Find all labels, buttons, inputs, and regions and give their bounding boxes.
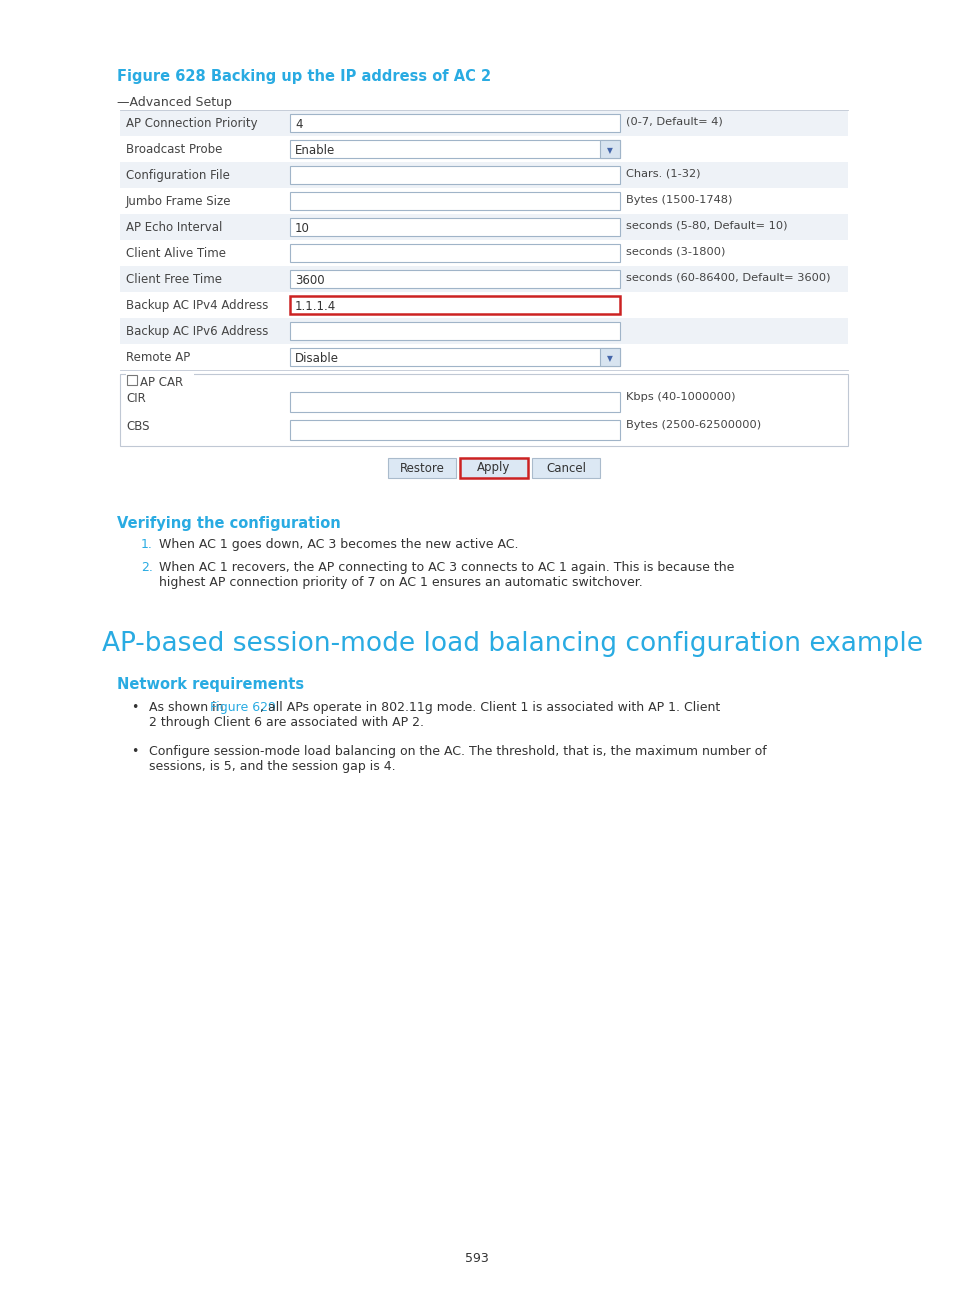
Text: 10: 10 — [294, 222, 310, 235]
Text: Configuration File: Configuration File — [126, 168, 230, 181]
Bar — [120, 240, 847, 266]
Text: Network requirements: Network requirements — [117, 677, 304, 692]
Text: Bytes (2500-62500000): Bytes (2500-62500000) — [625, 420, 760, 430]
Bar — [532, 457, 599, 478]
Bar — [120, 214, 847, 240]
Bar — [120, 136, 847, 162]
Text: Disable: Disable — [294, 353, 338, 365]
Bar — [120, 162, 847, 188]
Text: AP Connection Priority: AP Connection Priority — [126, 117, 257, 130]
Bar — [459, 457, 527, 478]
Text: 2.: 2. — [141, 561, 152, 574]
Text: CBS: CBS — [126, 420, 150, 433]
Text: AP CAR: AP CAR — [140, 376, 183, 389]
Bar — [290, 114, 619, 132]
Text: Configure session-mode load balancing on the AC. The threshold, that is, the max: Configure session-mode load balancing on… — [149, 745, 766, 758]
Text: highest AP connection priority of 7 on AC 1 ensures an automatic switchover.: highest AP connection priority of 7 on A… — [159, 575, 642, 588]
Bar — [599, 140, 619, 158]
Text: As shown in: As shown in — [149, 701, 227, 714]
Bar — [599, 349, 619, 365]
Bar — [290, 140, 619, 158]
Text: Remote AP: Remote AP — [126, 351, 190, 364]
Text: Cancel: Cancel — [545, 461, 585, 474]
Text: , all APs operate in 802.11g mode. Client 1 is associated with AP 1. Client: , all APs operate in 802.11g mode. Clien… — [260, 701, 720, 714]
Bar — [120, 375, 847, 446]
Text: •: • — [132, 701, 138, 714]
Bar — [120, 266, 847, 292]
Text: 1.1.1.4: 1.1.1.4 — [294, 299, 335, 314]
Bar — [290, 166, 619, 184]
Text: Figure 628 Backing up the IP address of AC 2: Figure 628 Backing up the IP address of … — [117, 69, 491, 84]
Text: Verifying the configuration: Verifying the configuration — [117, 516, 340, 531]
Text: Chars. (1-32): Chars. (1-32) — [625, 168, 700, 179]
Text: 2 through Client 6 are associated with AP 2.: 2 through Client 6 are associated with A… — [149, 715, 423, 728]
Text: —Advanced Setup: —Advanced Setup — [117, 96, 232, 109]
Text: Broadcast Probe: Broadcast Probe — [126, 143, 222, 156]
Bar — [120, 110, 847, 136]
Text: CIR: CIR — [126, 391, 146, 404]
Bar — [120, 318, 847, 343]
Text: Client Alive Time: Client Alive Time — [126, 248, 226, 260]
Text: AP-based session-mode load balancing configuration example: AP-based session-mode load balancing con… — [102, 631, 923, 657]
Text: Backup AC IPv6 Address: Backup AC IPv6 Address — [126, 325, 268, 338]
Bar — [290, 218, 619, 236]
Text: Jumbo Frame Size: Jumbo Frame Size — [126, 194, 232, 207]
Text: Bytes (1500-1748): Bytes (1500-1748) — [625, 194, 732, 205]
Bar — [120, 292, 847, 318]
Text: Enable: Enable — [294, 144, 335, 157]
Bar — [120, 343, 847, 369]
Text: seconds (60-86400, Default= 3600): seconds (60-86400, Default= 3600) — [625, 273, 830, 283]
Text: 593: 593 — [465, 1252, 488, 1265]
Bar — [126, 372, 193, 386]
Bar — [290, 391, 619, 412]
Text: ▼: ▼ — [606, 355, 612, 363]
Text: seconds (5-80, Default= 10): seconds (5-80, Default= 10) — [625, 222, 786, 231]
Bar — [290, 295, 619, 314]
Text: When AC 1 recovers, the AP connecting to AC 3 connects to AC 1 again. This is be: When AC 1 recovers, the AP connecting to… — [159, 561, 734, 574]
Bar — [388, 457, 456, 478]
Text: •: • — [132, 745, 138, 758]
Bar — [290, 192, 619, 210]
Text: sessions, is 5, and the session gap is 4.: sessions, is 5, and the session gap is 4… — [149, 759, 395, 772]
Bar — [290, 349, 619, 365]
Bar — [290, 270, 619, 288]
Text: Restore: Restore — [399, 461, 444, 474]
Text: ▼: ▼ — [606, 146, 612, 156]
Text: Apply: Apply — [476, 461, 510, 474]
Text: Figure 629: Figure 629 — [210, 701, 275, 714]
Text: When AC 1 goes down, AC 3 becomes the new active AC.: When AC 1 goes down, AC 3 becomes the ne… — [159, 538, 518, 551]
Text: (0-7, Default= 4): (0-7, Default= 4) — [625, 117, 722, 127]
Bar — [120, 188, 847, 214]
Text: AP Echo Interval: AP Echo Interval — [126, 222, 222, 235]
Text: 4: 4 — [294, 118, 302, 131]
Text: 1.: 1. — [141, 538, 152, 551]
Text: 3600: 3600 — [294, 273, 324, 286]
Bar — [290, 420, 619, 441]
Text: seconds (3-1800): seconds (3-1800) — [625, 248, 724, 257]
Text: Client Free Time: Client Free Time — [126, 273, 222, 286]
Bar — [290, 244, 619, 262]
Text: Backup AC IPv4 Address: Backup AC IPv4 Address — [126, 299, 268, 312]
Text: Kbps (40-1000000): Kbps (40-1000000) — [625, 391, 735, 402]
Bar — [127, 375, 137, 385]
Bar — [290, 321, 619, 340]
